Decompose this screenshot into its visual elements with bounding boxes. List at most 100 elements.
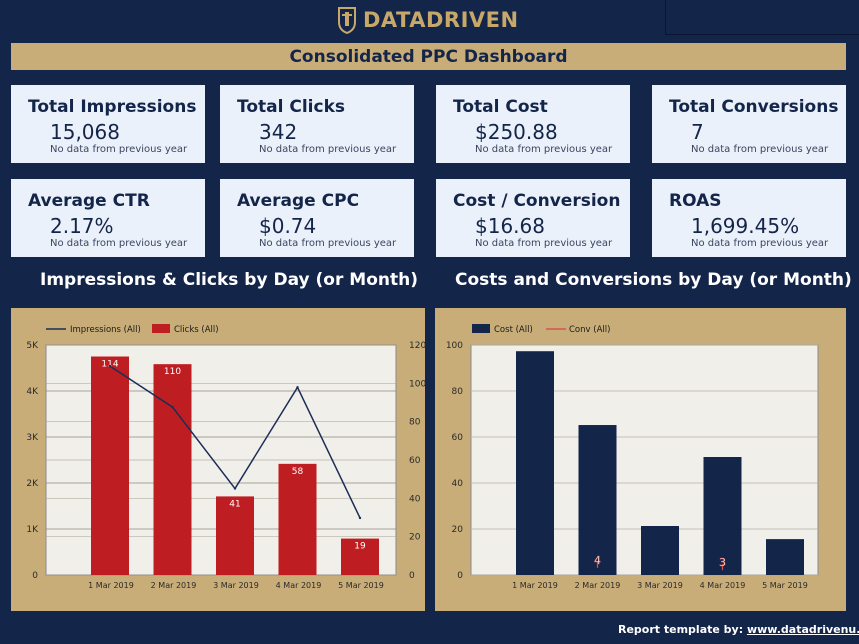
legend-label: Conv (All)	[569, 325, 610, 335]
kpi-value: 342	[259, 120, 298, 144]
kpi-value: 7	[691, 120, 704, 144]
kpi-title: ROAS	[669, 191, 722, 211]
point-impressions	[358, 516, 362, 520]
left-axis-tick-label: 60	[452, 433, 464, 443]
kpi-title: Total Clicks	[237, 97, 345, 117]
kpi-card-cost-per-conversion[interactable]: Cost / Conversion $16.68 No data from pr…	[436, 179, 630, 257]
legend-swatch-clicks	[152, 324, 170, 333]
x-axis-tick-label: 4 Mar 2019	[700, 581, 746, 590]
kpi-card-average-ctr[interactable]: Average CTR 2.17% No data from previous …	[11, 179, 205, 257]
kpi-card-total-cost[interactable]: Total Cost $250.88 No data from previous…	[436, 85, 630, 163]
left-axis-tick-label: 80	[452, 387, 464, 397]
kpi-value: $0.74	[259, 214, 317, 238]
footer-label: Report template by:	[618, 623, 747, 636]
bar-clicks	[341, 538, 379, 575]
kpi-comparison: No data from previous year	[475, 238, 613, 249]
x-axis-tick-label: 3 Mar 2019	[213, 581, 259, 590]
footer-link[interactable]: www.datadrivenu.com	[746, 623, 859, 636]
kpi-title: Average CTR	[28, 191, 150, 211]
right-axis-tick-label: 20	[409, 533, 421, 543]
x-axis-tick-label: 2 Mar 2019	[151, 581, 197, 590]
kpi-title: Total Impressions	[28, 97, 197, 117]
right-axis-tick-label: 60	[409, 456, 421, 466]
right-axis-tick-label: 0	[409, 571, 415, 581]
kpi-card-total-conversions[interactable]: Total Conversions 7 No data from previou…	[652, 85, 846, 163]
kpi-comparison: No data from previous year	[259, 238, 397, 249]
bar-data-label: 58	[292, 467, 304, 477]
kpi-comparison: No data from previous year	[259, 144, 397, 155]
bar-cost	[578, 425, 617, 575]
right-axis-tick-label: 120	[409, 341, 425, 351]
chart-panel-costs-conversions: 0 20 40 60 80 100 1 Mar 2019 2 Mar 2019 3 Mar 20…	[435, 308, 846, 611]
left-axis-tick-label: 0	[457, 571, 463, 581]
bar-clicks	[278, 463, 317, 575]
kpi-card-average-cpc[interactable]: Average CPC $0.74 No data from previous …	[220, 179, 414, 257]
kpi-comparison: No data from previous year	[50, 238, 188, 249]
kpi-value: $250.88	[475, 120, 558, 144]
page-title: Consolidated PPC Dashboard	[289, 46, 568, 67]
left-axis-tick-label: 40	[452, 479, 464, 489]
x-axis-tick-label: 5 Mar 2019	[762, 581, 808, 590]
x-axis-tick-label: 5 Mar 2019	[338, 581, 384, 590]
kpi-title: Average CPC	[237, 191, 360, 211]
kpi-card-total-impressions[interactable]: Total Impressions 15,068 No data from pr…	[11, 85, 205, 163]
left-axis-tick-label: 5K	[26, 341, 39, 351]
legend-label: Cost (All)	[494, 325, 533, 335]
shield-logo-icon	[338, 7, 356, 34]
bar-cost	[516, 351, 554, 575]
bar-clicks	[153, 364, 192, 575]
bar-data-label: 114	[101, 360, 118, 370]
left-axis-tick-label: 20	[452, 525, 464, 535]
logo-text: DATADRIVEN	[363, 8, 519, 32]
bar-data-label: 19	[354, 542, 366, 552]
kpi-value: $16.68	[475, 214, 545, 238]
bar-cost	[703, 457, 742, 575]
legend-label: Clicks (All)	[174, 325, 219, 335]
bar-cost	[766, 539, 804, 575]
kpi-value: 1,699.45%	[691, 214, 800, 238]
divider	[665, 0, 666, 35]
dashboard-title-banner: Consolidated PPC Dashboard	[11, 43, 846, 70]
point-impressions	[171, 405, 174, 409]
logo: DATADRIVEN	[337, 5, 519, 35]
left-axis-tick-label: 4K	[26, 387, 39, 397]
kpi-comparison: No data from previous year	[691, 238, 829, 249]
x-axis-tick-label: 4 Mar 2019	[276, 581, 322, 590]
kpi-card-roas[interactable]: ROAS 1,699.45% No data from previous yea…	[652, 179, 846, 257]
kpi-title: Cost / Conversion	[453, 191, 621, 211]
left-axis-tick-label: 0	[32, 571, 38, 581]
chart-title-impressions-clicks: Impressions & Clicks by Day (or Month)	[40, 270, 418, 290]
kpi-title: Total Conversions	[669, 97, 839, 117]
point-impressions	[233, 487, 237, 490]
x-axis-tick-label: 1 Mar 2019	[512, 581, 558, 590]
right-axis-tick-label: 100	[409, 379, 425, 389]
left-axis-tick-label: 2K	[26, 479, 39, 489]
kpi-value: 15,068	[50, 120, 120, 144]
left-axis-tick-label: 3K	[26, 433, 39, 443]
bar-cost	[641, 526, 679, 575]
impressions-clicks-chart[interactable]: 0 20 40 60 80 100 120 0 1K 2K 3K 4K 5K 114 1 Mar 2019 1…	[11, 308, 425, 611]
bar-data-label: 41	[229, 499, 240, 509]
chart-title-costs-conversions: Costs and Conversions by Day (or Month)	[455, 270, 852, 290]
point-impressions	[108, 364, 112, 368]
footer-credit: Report template by: www.datadrivenu.com	[618, 623, 859, 636]
legend-swatch-cost	[472, 324, 490, 333]
conversion-data-label: 3	[719, 556, 726, 569]
point-impressions	[296, 386, 299, 389]
kpi-card-total-clicks[interactable]: Total Clicks 342 No data from previous y…	[220, 85, 414, 163]
bar-clicks	[91, 356, 129, 575]
x-axis-tick-label: 3 Mar 2019	[637, 581, 683, 590]
legend-label: Impressions (All)	[70, 325, 141, 335]
conversion-data-label: 4	[594, 554, 601, 567]
bar-clicks	[216, 496, 254, 575]
divider	[665, 34, 859, 35]
kpi-comparison: No data from previous year	[475, 144, 613, 155]
costs-conversions-chart[interactable]: 0 20 40 60 80 100 1 Mar 2019 2 Mar 2019 3 Mar 20…	[435, 308, 846, 611]
chart-panel-impressions-clicks: 0 20 40 60 80 100 120 0 1K 2K 3K 4K 5K 114 1 Mar 2019 1…	[11, 308, 425, 611]
kpi-title: Total Cost	[453, 97, 548, 117]
right-axis-tick-label: 40	[409, 494, 421, 504]
kpi-comparison: No data from previous year	[50, 144, 188, 155]
x-axis-tick-label: 2 Mar 2019	[575, 581, 621, 590]
x-axis-tick-label: 1 Mar 2019	[88, 581, 134, 590]
left-axis-tick-label: 1K	[26, 525, 39, 535]
